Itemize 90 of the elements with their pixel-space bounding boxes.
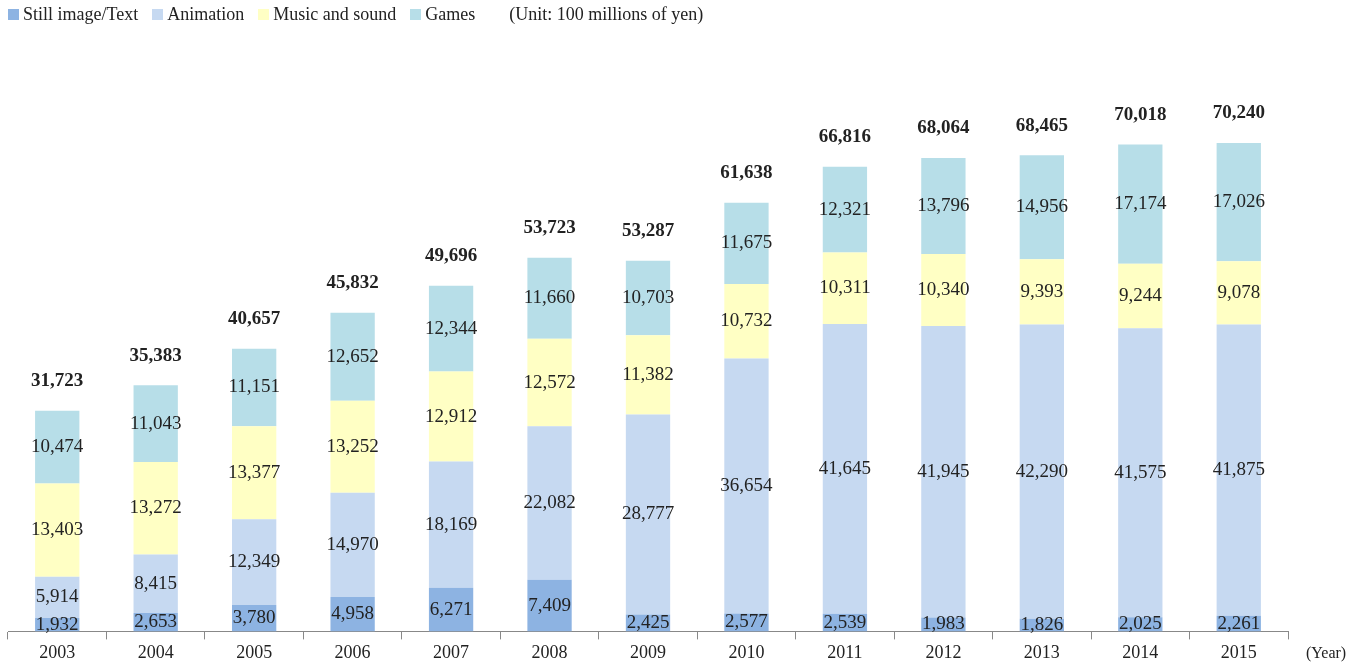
x-tick-label: 2003 (39, 641, 76, 662)
legend-label: Games (425, 4, 476, 25)
data-label: 10,311 (819, 276, 871, 298)
x-tick-label: 2006 (334, 641, 371, 662)
data-label: 17,026 (1212, 190, 1265, 212)
x-tick-label: 2015 (1220, 641, 1257, 662)
data-label: 13,252 (326, 434, 379, 456)
data-label: 10,340 (917, 277, 970, 299)
data-label: 22,082 (523, 491, 576, 513)
x-tick-label: 2011 (827, 641, 863, 662)
data-label: 13,796 (917, 193, 970, 215)
data-label: 2,025 (1118, 612, 1162, 634)
legend-label: Still image/Text (23, 4, 139, 25)
data-label: 2,539 (823, 610, 867, 632)
data-label: 10,703 (621, 285, 675, 307)
data-label: 28,777 (621, 502, 675, 524)
total-label: 31,723 (31, 369, 84, 391)
bar (1019, 259, 1064, 325)
total-label: 45,832 (326, 271, 379, 293)
data-label: 1,983 (922, 612, 965, 634)
legend-label: Music and sound (273, 4, 397, 25)
data-label: 41,875 (1212, 458, 1265, 480)
x-tick-label: 2005 (236, 641, 273, 662)
bar (822, 166, 868, 253)
data-label: 2,425 (626, 610, 670, 632)
data-label: 12,912 (424, 404, 478, 426)
data-label: 10,732 (720, 309, 773, 331)
data-label: 2,653 (134, 610, 178, 632)
total-label: 40,657 (228, 307, 281, 329)
data-label: 9,244 (1118, 284, 1163, 305)
data-label: 2,577 (725, 610, 768, 632)
x-tick-label: 2009 (630, 641, 666, 662)
total-label: 53,723 (523, 216, 576, 238)
total-label: 68,465 (1015, 113, 1068, 135)
data-label: 11,660 (523, 286, 576, 308)
data-label: 12,349 (228, 550, 281, 572)
data-label: 41,945 (917, 459, 970, 481)
data-label: 13,272 (129, 496, 182, 518)
total-label: 49,696 (424, 244, 478, 266)
data-label: 9,078 (1217, 280, 1261, 302)
data-label: 12,344 (424, 316, 478, 338)
data-label: 12,321 (818, 197, 872, 219)
data-label: 3,780 (232, 606, 276, 628)
data-label: 6,271 (429, 597, 473, 619)
text: (Year) (1306, 644, 1347, 663)
x-tick-label: 2004 (137, 641, 174, 662)
data-label: 1,826 (1020, 613, 1064, 635)
bar (625, 335, 671, 415)
data-label: 18,169 (424, 512, 478, 534)
data-label: 41,645 (818, 456, 872, 478)
data-label: 12,572 (523, 370, 576, 392)
data-label: 7,409 (528, 593, 571, 615)
data-label: 11,151 (228, 375, 280, 397)
data-label: 41,575 (1114, 460, 1167, 482)
data-label: 1,932 (35, 612, 79, 634)
x-tick-label: 2008 (531, 641, 568, 662)
data-label: 14,956 (1015, 195, 1068, 217)
total-label: 53,287 (621, 219, 675, 241)
data-label: 36,654 (720, 474, 774, 495)
data-label: 9,393 (1020, 279, 1064, 301)
text: (Unit: 100 millions of yen) (509, 4, 704, 25)
bar (232, 348, 277, 427)
total-label: 70,018 (1114, 102, 1167, 124)
data-label: 10,474 (31, 435, 84, 457)
data-label: 8,415 (134, 571, 178, 593)
bar (133, 554, 178, 613)
x-tick-label: 2012 (925, 641, 962, 662)
total-label: 35,383 (129, 343, 182, 365)
data-label: 2,261 (1217, 611, 1261, 633)
data-label: 11,382 (622, 362, 674, 384)
legend-label: Animation (167, 4, 245, 25)
data-label: 13,377 (228, 460, 281, 482)
data-label: 42,290 (1015, 459, 1068, 481)
x-tick-label: 2007 (433, 641, 470, 662)
x-tick-label: 2013 (1023, 641, 1060, 662)
data-label: 11,675 (720, 231, 773, 253)
total-label: 61,638 (720, 161, 773, 183)
total-label: 66,816 (818, 125, 872, 147)
data-label: 12,652 (326, 344, 379, 366)
x-tick-label: 2010 (728, 641, 765, 662)
data-label: 14,970 (326, 532, 379, 554)
total-label: 70,240 (1212, 101, 1265, 123)
total-label: 68,064 (917, 116, 971, 138)
data-label: 17,174 (1114, 192, 1167, 214)
data-label: 13,403 (31, 518, 84, 540)
data-label: 11,043 (129, 411, 182, 433)
x-tick-label: 2014 (1122, 641, 1159, 662)
bar (822, 252, 868, 325)
data-label: 4,958 (331, 602, 374, 624)
data-label: 5,914 (35, 585, 80, 607)
